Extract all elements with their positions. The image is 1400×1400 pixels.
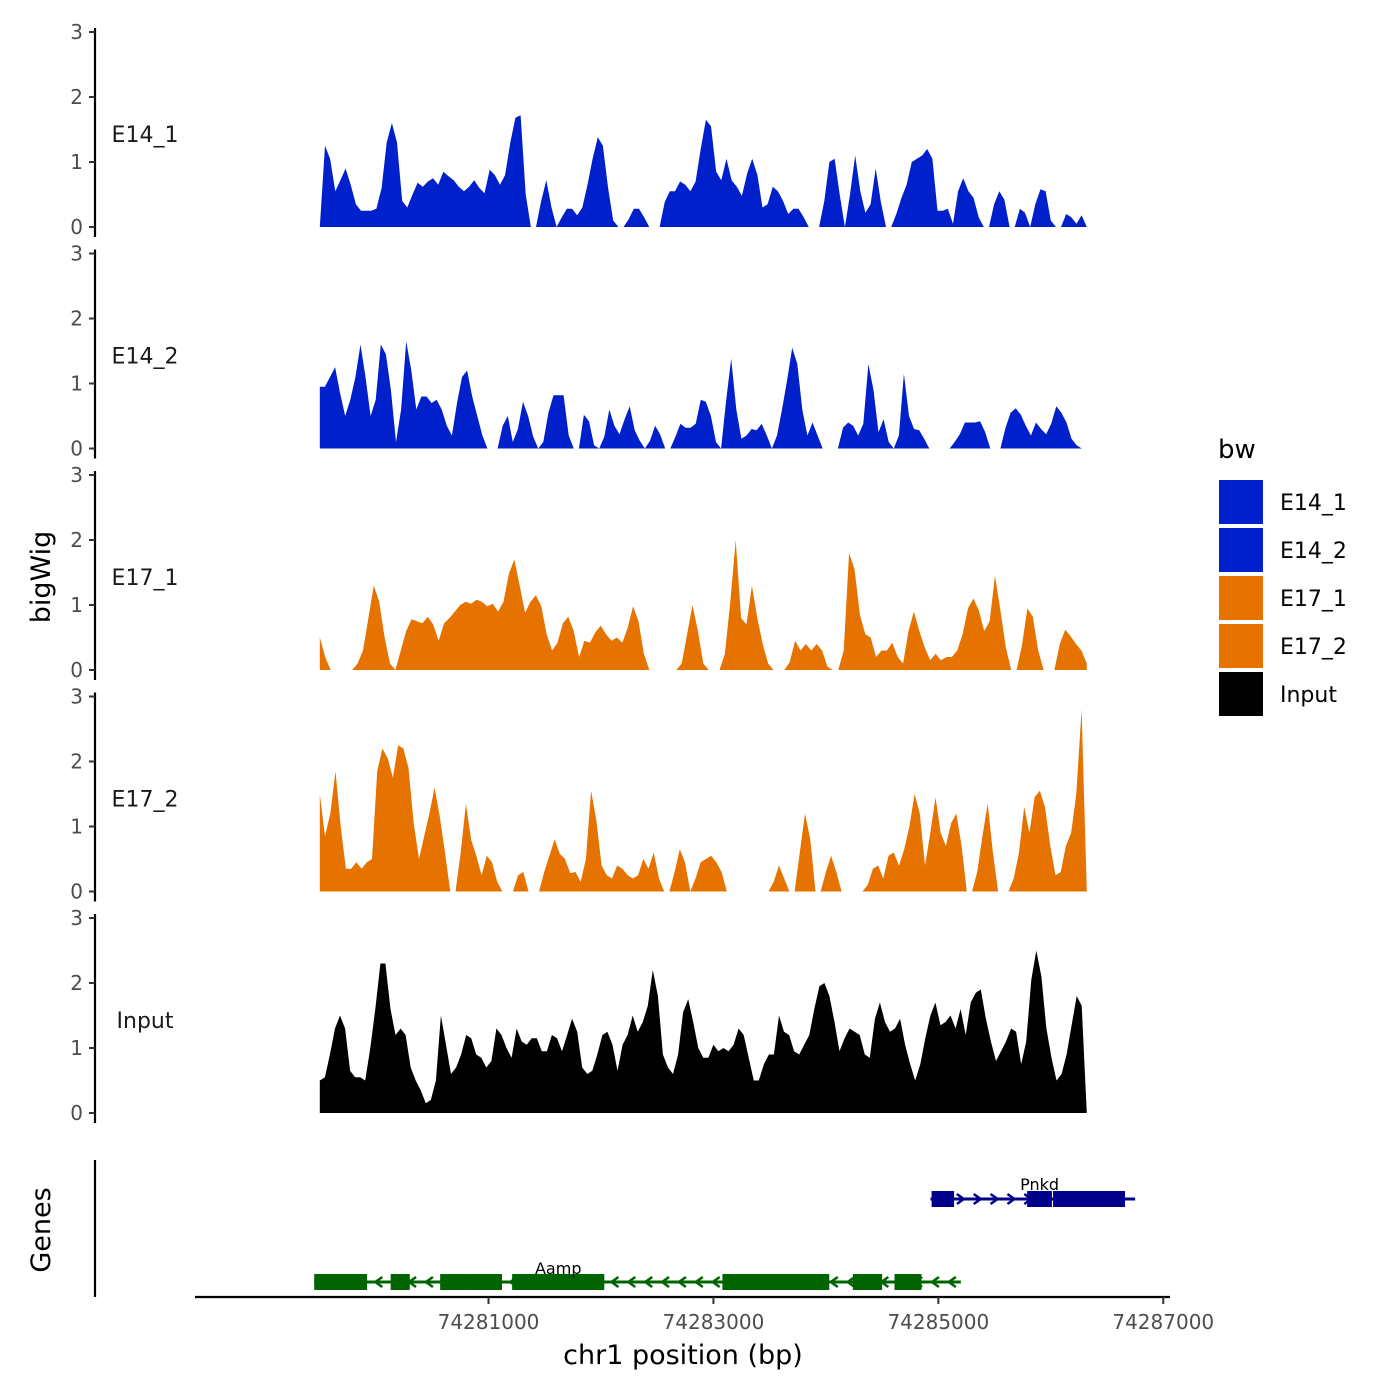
legend-swatch bbox=[1219, 528, 1263, 572]
gene-exon bbox=[466, 1274, 503, 1290]
strand-arrow-icon bbox=[643, 1275, 653, 1289]
gene-exon bbox=[1053, 1191, 1126, 1207]
gene-exon bbox=[440, 1274, 467, 1290]
strand-arrow-icon bbox=[989, 1192, 1000, 1206]
x-tick-label: 74287000 bbox=[1112, 1310, 1214, 1334]
legend-label: E14_2 bbox=[1280, 539, 1347, 564]
strand-arrow-icon bbox=[972, 1192, 983, 1206]
track-label: E14_2 bbox=[112, 345, 179, 370]
strand-arrow-icon bbox=[626, 1275, 637, 1289]
gene-label: Pnkd bbox=[1020, 1175, 1059, 1194]
legend-swatch bbox=[1219, 576, 1263, 620]
y-tick-label: 1 bbox=[70, 372, 83, 396]
coverage-area-E17_1 bbox=[319, 540, 1087, 670]
genes-track: Pnkd Aamp bbox=[93, 1160, 1136, 1297]
y-tick-label: 1 bbox=[70, 593, 83, 617]
y-tick-label: 3 bbox=[70, 685, 83, 709]
gene-exon bbox=[894, 1274, 922, 1290]
gene-label: Aamp bbox=[535, 1259, 582, 1278]
gene-exon bbox=[314, 1274, 368, 1290]
y-tick-label: 1 bbox=[70, 1036, 83, 1060]
legend-label: E17_2 bbox=[1280, 635, 1347, 660]
y-tick-label: 2 bbox=[70, 307, 83, 331]
gene-Pnkd: Pnkd bbox=[930, 1175, 1136, 1207]
strand-arrow-icon bbox=[423, 1275, 434, 1289]
track-Input: 0 1 2 3 Input bbox=[70, 906, 1087, 1125]
x-axis-title: chr1 position (bp) bbox=[563, 1340, 803, 1371]
gene-exon bbox=[390, 1274, 410, 1290]
y-tick-label: 1 bbox=[70, 150, 83, 174]
x-tick-label: 74281000 bbox=[438, 1310, 540, 1334]
y-tick-label: 2 bbox=[70, 528, 83, 552]
y-tick-label: 0 bbox=[70, 1101, 83, 1125]
strand-arrow-icon bbox=[1006, 1192, 1017, 1206]
y-tick-label: 2 bbox=[70, 971, 83, 995]
strand-arrow-icon bbox=[845, 1275, 856, 1289]
gene-exon bbox=[1027, 1191, 1052, 1207]
coverage-area-E14_2 bbox=[319, 341, 1087, 449]
coverage-tracks: 0 1 2 3 E14_1 0 1 2 3 E14_2 0 1 2 3 E17_1 0 1 2 3 E17_2 0 1 2 3… bbox=[70, 20, 1087, 1125]
x-tick-label: 74285000 bbox=[887, 1310, 989, 1334]
x-axis: 74281000 74283000 74285000 74287000 bbox=[195, 1295, 1214, 1334]
y-axis-title: bigWig bbox=[26, 531, 57, 624]
legend-item-E14_1: E14_1 bbox=[1219, 480, 1347, 524]
legend-item-E17_2: E17_2 bbox=[1219, 624, 1347, 668]
legend-title: bw bbox=[1218, 435, 1256, 465]
track-E17_2: 0 1 2 3 E17_2 bbox=[70, 685, 1087, 904]
coverage-area-E14_1 bbox=[319, 115, 1087, 227]
track-label: E17_2 bbox=[112, 788, 179, 813]
track-label: E14_1 bbox=[112, 123, 179, 148]
legend-label: E17_1 bbox=[1280, 587, 1347, 612]
y-tick-label: 0 bbox=[70, 437, 83, 461]
coverage-area-E17_2 bbox=[319, 709, 1087, 892]
coverage-area-Input bbox=[319, 950, 1087, 1113]
strand-arrow-icon bbox=[609, 1275, 620, 1289]
gene-exon bbox=[852, 1274, 883, 1290]
legend-item-Input: Input bbox=[1219, 672, 1337, 716]
legend-swatch bbox=[1219, 672, 1263, 716]
y-tick-label: 3 bbox=[70, 20, 83, 44]
y-tick-label: 1 bbox=[70, 815, 83, 839]
gene-exon bbox=[722, 1274, 830, 1290]
strand-arrow-icon bbox=[710, 1275, 721, 1289]
strand-arrow-icon bbox=[373, 1275, 384, 1289]
x-tick-label: 74283000 bbox=[663, 1310, 765, 1334]
gene-Aamp: Aamp bbox=[314, 1259, 961, 1290]
y-tick-label: 0 bbox=[70, 658, 83, 682]
track-label: Input bbox=[117, 1009, 174, 1034]
strand-arrow-icon bbox=[956, 1192, 966, 1206]
legend-swatch bbox=[1219, 624, 1263, 668]
gene-exon bbox=[931, 1191, 955, 1207]
y-tick-label: 2 bbox=[70, 85, 83, 109]
legend-swatch bbox=[1219, 480, 1263, 524]
y-tick-label: 3 bbox=[70, 242, 83, 266]
strand-arrow-icon bbox=[659, 1275, 670, 1289]
track-E14_1: 0 1 2 3 E14_1 bbox=[70, 20, 1087, 239]
strand-arrow-icon bbox=[828, 1275, 839, 1289]
y-tick-label: 3 bbox=[70, 906, 83, 930]
legend-label: Input bbox=[1280, 683, 1337, 708]
y-tick-label: 2 bbox=[70, 750, 83, 774]
track-E14_2: 0 1 2 3 E14_2 bbox=[70, 242, 1087, 461]
legend-label: E14_1 bbox=[1280, 491, 1347, 516]
track-E17_1: 0 1 2 3 E17_1 bbox=[70, 463, 1087, 682]
strand-arrow-icon bbox=[676, 1275, 687, 1289]
strand-arrow-icon bbox=[693, 1275, 704, 1289]
legend-item-E14_2: E14_2 bbox=[1219, 528, 1347, 572]
genes-axis-title: Genes bbox=[26, 1187, 57, 1272]
legend: bw E14_1 E14_2 E17_1 E17_2 Input bbox=[1218, 435, 1347, 716]
strand-arrow-icon bbox=[929, 1275, 940, 1289]
legend-item-E17_1: E17_1 bbox=[1219, 576, 1347, 620]
y-tick-label: 0 bbox=[70, 215, 83, 239]
strand-arrow-icon bbox=[946, 1275, 957, 1289]
y-tick-label: 0 bbox=[70, 880, 83, 904]
gene-exon bbox=[512, 1274, 605, 1290]
y-tick-label: 3 bbox=[70, 463, 83, 487]
track-label: E17_1 bbox=[112, 566, 179, 591]
